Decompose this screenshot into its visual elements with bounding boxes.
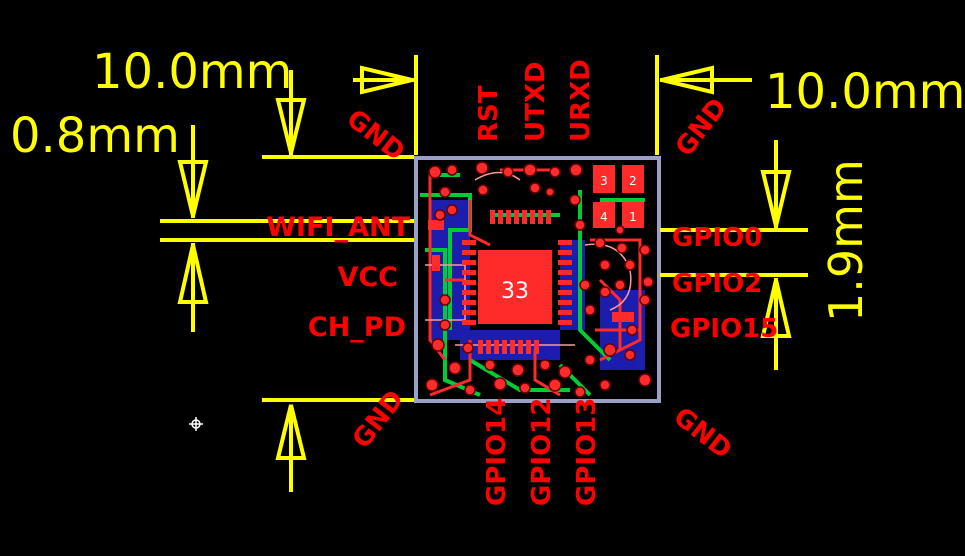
dimension-pad-spacing: 0.8mm (10, 108, 180, 164)
dimension-width-left: 10.0mm (92, 44, 292, 100)
pin-label-gpio2: GPIO2 (672, 269, 762, 299)
qfn-right-pads (558, 240, 572, 325)
pin-label-wifi-ant: WIFI_ANT (266, 212, 410, 243)
pad-number: 3 (600, 174, 608, 188)
pin-label-gnd-bottom-left: GND (347, 385, 410, 454)
origin-marker-icon (189, 417, 203, 431)
pin-label-ch-pd: CH_PD (308, 312, 406, 343)
pin-label-gnd-bottom-right: GND (668, 402, 737, 465)
pin-label-gpio0: GPIO0 (672, 223, 762, 253)
pin-label-vcc: VCC (337, 262, 398, 293)
vias (425, 161, 654, 398)
pin-label-gpio12: GPIO12 (527, 398, 557, 506)
component-pads: 3 2 4 1 (428, 165, 644, 322)
dimension-arrowheads (177, 65, 792, 460)
qfn-left-pads (462, 240, 476, 325)
pin-label-urxd: URXD (566, 59, 596, 142)
pin-label-gnd-top-right: GND (670, 93, 733, 162)
dimension-lines (160, 55, 808, 492)
pad-number: 2 (629, 174, 637, 188)
qfn-top-pads (490, 210, 551, 224)
pin-label-gpio13: GPIO13 (572, 398, 602, 506)
pin-label-gpio14: GPIO14 (482, 398, 512, 506)
chip-exposed-pad (478, 250, 552, 324)
pin-label-utxd: UTXD (521, 62, 551, 142)
pin-label-gpio15: GPIO15 (670, 314, 778, 344)
pad-number: 1 (629, 210, 637, 224)
pin-label-rst: RST (474, 85, 504, 142)
dimension-labels: 10.0mm 0.8mm 10.0mm 1.9mm (10, 44, 965, 322)
dimension-pad-pitch: 1.9mm (819, 159, 873, 322)
dimension-width-right: 10.0mm (765, 64, 965, 120)
pad-number: 4 (600, 210, 608, 224)
chip-label: 33 (501, 279, 529, 304)
qfn-bottom-pads (478, 340, 539, 354)
pcb-module: 33 3 2 4 1 (414, 156, 661, 403)
